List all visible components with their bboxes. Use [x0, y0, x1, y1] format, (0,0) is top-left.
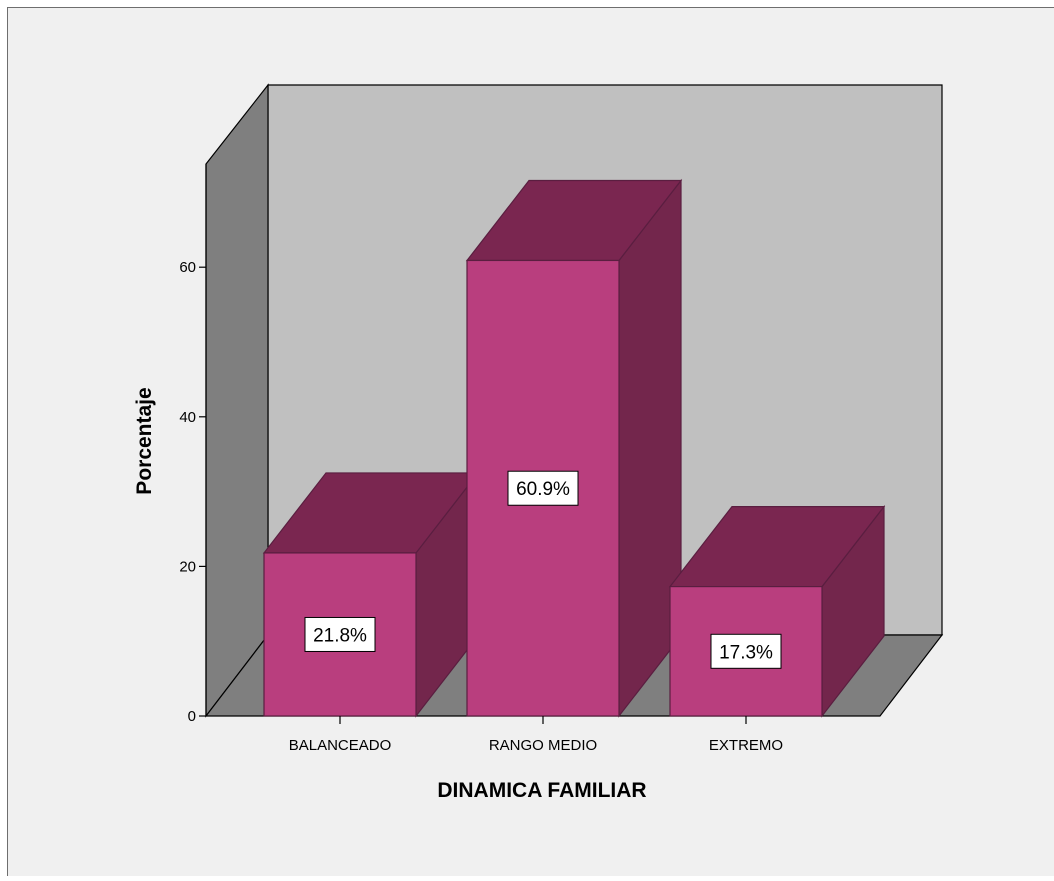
- y-tick-label: 40: [179, 409, 196, 426]
- data-label: 17.3%: [719, 642, 773, 663]
- x-tick-label: EXTREMO: [709, 737, 783, 754]
- data-label: 21.8%: [313, 625, 367, 646]
- x-tick-label: BALANCEADO: [289, 737, 392, 754]
- bar-group: 60.9%: [467, 180, 681, 716]
- y-axis-title: Porcentaje: [133, 387, 156, 494]
- x-axis-title: DINAMICA FAMILIAR: [437, 779, 646, 802]
- y-tick-label: 60: [179, 259, 196, 276]
- y-tick-label: 0: [188, 708, 196, 725]
- data-label: 60.9%: [516, 479, 570, 500]
- x-tick-label: RANGO MEDIO: [489, 737, 597, 754]
- y-tick-label: 20: [179, 558, 196, 575]
- side-wall: [206, 85, 268, 716]
